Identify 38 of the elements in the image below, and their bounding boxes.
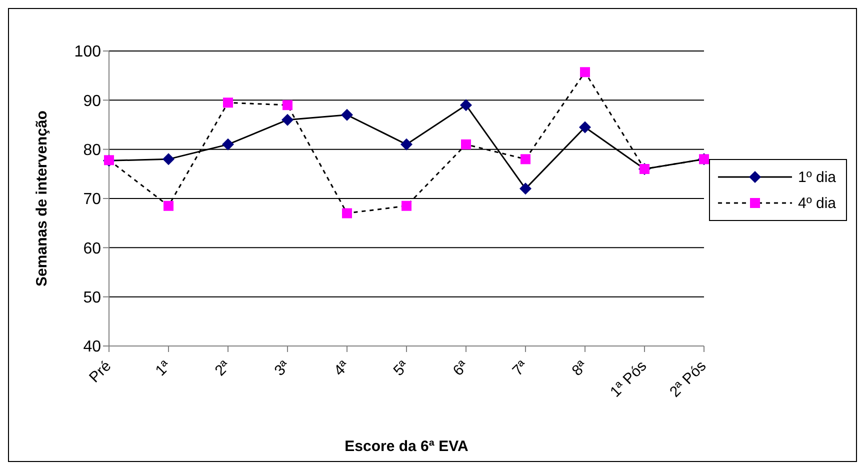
- point: [282, 114, 294, 126]
- point: [460, 99, 472, 112]
- x-tick-label: 2ª: [212, 357, 234, 380]
- point: [580, 67, 590, 78]
- point: [520, 182, 532, 195]
- x-tick-label: 2ª Pós: [666, 358, 710, 401]
- point: [222, 138, 234, 150]
- y-tick-label: 90: [83, 92, 102, 110]
- point: [341, 108, 353, 121]
- point: [461, 139, 471, 150]
- x-tick-label: Pré: [86, 358, 115, 386]
- x-tick-label: 5ª: [390, 357, 412, 380]
- point: [162, 153, 174, 166]
- point: [342, 208, 352, 218]
- y-tick-label: 60: [83, 240, 102, 258]
- y-tick-label: 80: [83, 142, 102, 160]
- point: [400, 138, 412, 150]
- x-tick-label: 8ª: [568, 357, 591, 380]
- y-axis-title: Semanas de intervenção: [33, 110, 50, 286]
- point: [402, 200, 412, 211]
- x-tick-label: 4ª: [330, 357, 353, 380]
- x-axis-title: Escore da 6ª EVA: [344, 438, 468, 455]
- point: [520, 154, 530, 164]
- y-tick-label: 50: [83, 290, 102, 307]
- x-tick-label: 3ª: [271, 357, 294, 380]
- x-tick-label: 6ª: [450, 357, 472, 380]
- point: [579, 121, 591, 134]
- x-tick-label: 7ª: [509, 357, 532, 380]
- y-tick-label: 70: [83, 191, 102, 208]
- legend-label: 1º dia: [798, 168, 836, 186]
- y-tick-label: 40: [83, 338, 102, 356]
- legend-label: 4º dia: [798, 194, 836, 212]
- x-tick-label: 1ª Pós: [607, 358, 650, 401]
- x-tick-label: 1ª: [152, 357, 174, 380]
- y-tick-label: 100: [74, 44, 102, 61]
- point: [164, 200, 174, 211]
- point: [282, 100, 292, 110]
- point: [223, 98, 233, 108]
